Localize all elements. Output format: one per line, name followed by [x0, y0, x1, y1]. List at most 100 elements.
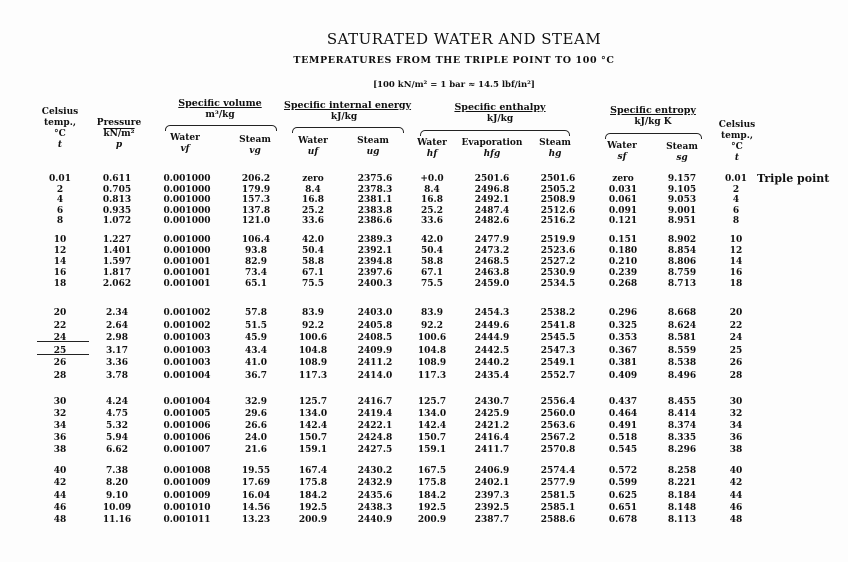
cell-hf: 104.8 [417, 345, 447, 356]
cell-uf: 104.8 [298, 345, 328, 356]
cell-hfg: 2459.0 [474, 279, 510, 289]
brace [420, 130, 570, 136]
cell-temp: 32 [53, 409, 67, 419]
document-subtitle: TEMPERATURES FROM THE TRIPLE POINT TO 10… [293, 55, 615, 66]
cell-sg: 8.258 [667, 466, 697, 476]
cell-pressure: 4.75 [106, 409, 128, 419]
cell-hfg: 2454.3 [474, 308, 510, 318]
cell-vf: 0.001004 [163, 370, 211, 381]
cell-hg: 2570.8 [540, 445, 576, 455]
cell-ug: 2394.8 [357, 257, 393, 267]
cell-temp: 44 [53, 490, 67, 501]
cell-hfg: 2425.9 [474, 409, 510, 419]
cell-vf: 0.001003 [163, 333, 211, 343]
cell-ug: 2378.3 [357, 184, 393, 195]
cell-temp: 2 [56, 184, 64, 195]
cell-pressure: 0.813 [102, 195, 132, 205]
cell-vg: 73.4 [245, 268, 267, 278]
header-entropy: Specific entropy [610, 105, 696, 116]
cell-ug: 2386.6 [357, 216, 393, 226]
cell-sg: 8.374 [667, 421, 697, 431]
cell-temp-right: 36 [729, 433, 743, 443]
cell-hg: 2588.6 [540, 515, 576, 526]
cell-vg: 21.6 [245, 445, 267, 455]
cell-ug: 2430.2 [357, 466, 393, 476]
header-text: uf [307, 147, 319, 157]
cell-uf: 75.5 [302, 279, 324, 289]
cell-temp-right: 32 [729, 409, 743, 419]
brace [292, 127, 404, 133]
cell-temp-right: 28 [729, 370, 743, 381]
header-text: sf [617, 152, 627, 162]
header-text: Steam [539, 138, 571, 148]
cell-ug: 2403.0 [357, 308, 393, 318]
header-temp-right: Celsius temp., °C t [715, 120, 759, 164]
cell-ug: 2408.5 [357, 333, 393, 343]
cell-ug: 2411.2 [357, 358, 393, 368]
cell-vg: 57.8 [245, 308, 267, 318]
cell-vg: 157.3 [241, 195, 271, 205]
cell-vg: 13.23 [241, 515, 271, 526]
cell-vg: 51.5 [245, 320, 267, 331]
cell-hf: 16.8 [421, 195, 443, 205]
cell-vg: 93.8 [245, 246, 267, 256]
cell-temp-right: 8 [732, 216, 740, 226]
brace [605, 133, 702, 139]
cell-vf: 0.001003 [163, 345, 211, 356]
cell-hf: 200.9 [417, 515, 447, 526]
cell-vg: 32.9 [245, 397, 267, 407]
cell-temp-right: 16 [729, 268, 743, 278]
cell-hf: 33.6 [421, 216, 443, 226]
cell-vg: 206.2 [241, 174, 271, 184]
cell-vg: 121.0 [241, 216, 271, 226]
cell-sg: 8.148 [667, 502, 697, 513]
header-text: °C [54, 129, 66, 139]
header-text: °C [731, 142, 743, 152]
cell-vf: 0.001000 [163, 216, 211, 226]
cell-sg: 9.105 [667, 184, 697, 195]
header-internal-energy-unit: kJ/kg [330, 112, 358, 122]
cell-sf: 0.464 [608, 409, 638, 419]
cell-temp-right: 34 [729, 421, 743, 431]
cell-vg: 106.4 [241, 235, 271, 245]
cell-hg: 2547.3 [540, 345, 576, 356]
cell-ug: 2435.6 [357, 490, 393, 501]
header-text: p [115, 140, 123, 150]
cell-pressure: 1.817 [102, 268, 132, 278]
cell-temp: 38 [53, 445, 67, 455]
cell-hfg: 2406.9 [474, 466, 510, 476]
cell-vg: 16.04 [241, 490, 271, 501]
cell-uf: 33.6 [302, 216, 324, 226]
cell-vf: 0.001010 [163, 502, 211, 513]
cell-hfg: 2416.4 [474, 433, 510, 443]
header-sg: Steam sg [660, 142, 704, 164]
cell-temp-right: 24 [729, 333, 743, 343]
cell-vf: 0.001001 [163, 279, 211, 289]
cell-sg: 8.113 [667, 515, 697, 526]
cell-vg: 179.9 [241, 184, 271, 195]
cell-temp: 48 [53, 515, 67, 526]
cell-temp-right: 0.01 [725, 174, 747, 184]
cell-vf: 0.001000 [163, 235, 211, 245]
cell-hg: 2563.6 [540, 421, 576, 431]
cell-sg: 8.414 [667, 409, 697, 419]
cell-ug: 2424.8 [357, 433, 393, 443]
header-text: Steam [666, 142, 698, 152]
cell-hf: 159.1 [417, 445, 447, 455]
cell-uf: 125.7 [298, 397, 328, 407]
brace [165, 125, 277, 131]
cell-uf: 142.4 [298, 421, 328, 431]
cell-pressure: 2.64 [106, 320, 128, 331]
cell-hf: 8.4 [424, 184, 440, 195]
cell-sg: 8.455 [667, 397, 697, 407]
cell-hf: 50.4 [421, 246, 443, 256]
cell-temp: 14 [53, 257, 67, 267]
cell-hf: 150.7 [417, 433, 447, 443]
underline-24 [37, 341, 89, 342]
cell-hf: 83.9 [421, 308, 443, 318]
cell-vf: 0.001003 [163, 358, 211, 368]
unit-note: [100 kN/m² = 1 bar ≈ 14.5 lbf/in²] [373, 80, 535, 90]
cell-vf: 0.001002 [163, 308, 211, 318]
header-text: vf [180, 144, 190, 154]
cell-pressure: 3.78 [106, 370, 128, 381]
